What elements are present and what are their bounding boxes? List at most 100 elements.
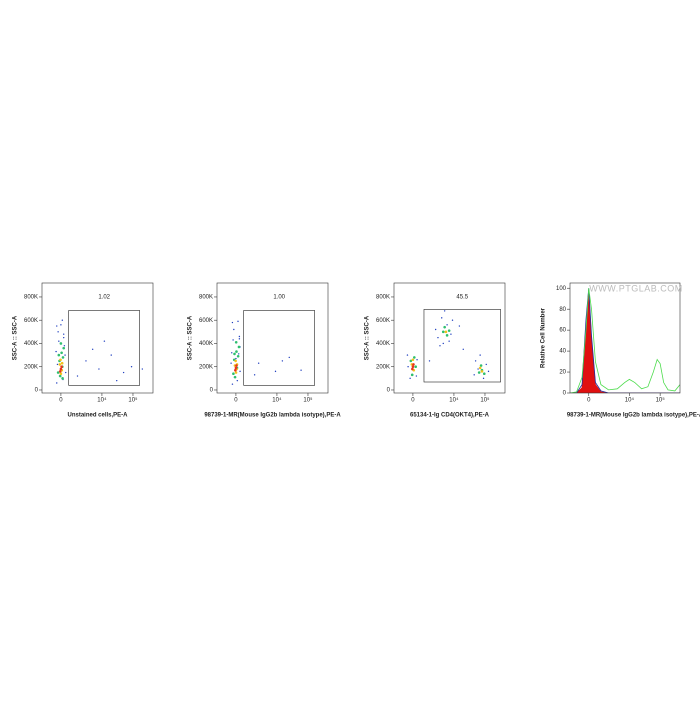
event-dot [231, 383, 234, 385]
event-dot [232, 339, 234, 341]
event-dot [63, 333, 65, 335]
event-dot [439, 345, 441, 347]
event-dot [447, 329, 451, 332]
event-dot [446, 324, 448, 326]
event-dot [274, 370, 277, 373]
event-dot [98, 368, 100, 370]
plot-frame [216, 282, 329, 394]
event-dot [76, 375, 79, 377]
y-tick-label: 200K [199, 364, 213, 370]
x-tick-label: 10⁴ [449, 397, 459, 404]
event-dot [56, 363, 59, 366]
event-dot [91, 348, 94, 350]
event-dot [409, 377, 411, 380]
y-axis-label: Relative Cell Number [541, 307, 547, 368]
event-dot [442, 342, 444, 345]
event-dot [60, 324, 62, 326]
event-dot [441, 330, 445, 334]
event-dot [130, 366, 133, 368]
y-axis-label: SSC-A :: SSC-A [188, 315, 194, 360]
event-dot [235, 364, 238, 367]
event-dot [232, 372, 235, 375]
event-dot [300, 369, 302, 371]
event-dot [413, 356, 416, 359]
y-tick-label: 600K [199, 318, 213, 324]
event-dot [411, 365, 415, 369]
event-dot [443, 310, 446, 312]
x-axis-label: Unstained cells,PE-A [67, 413, 128, 419]
event-dot [415, 375, 418, 377]
event-dot [434, 328, 437, 331]
event-dot [462, 348, 464, 350]
histogram-line [570, 288, 680, 393]
event-dot [482, 372, 486, 375]
histogram-area [570, 290, 680, 393]
plot-area [55, 319, 144, 384]
event-dot [443, 325, 446, 329]
event-dot [450, 333, 452, 335]
event-dot [239, 370, 241, 373]
event-dot [410, 373, 414, 377]
plot-frame [393, 282, 506, 394]
y-tick-label: 800K [376, 295, 390, 301]
event-dot [236, 379, 239, 382]
event-dot [428, 360, 431, 362]
event-dot [238, 353, 240, 355]
event-dot [458, 325, 461, 327]
event-dot [234, 368, 237, 372]
y-tick-label: 0 [210, 388, 214, 394]
event-dot [55, 350, 57, 353]
gate-label: 45.5 [456, 295, 468, 301]
event-dot [281, 360, 284, 362]
event-dot [231, 352, 233, 354]
event-dot [478, 366, 482, 370]
y-axis-label: SSC-A :: SSC-A [365, 315, 371, 360]
x-axis-label: 65134-1-Ig CD4(OKT4),PE-A [410, 413, 490, 419]
event-dot [406, 354, 409, 356]
x-tick-label: 10⁴ [625, 397, 635, 404]
y-tick-label: 60 [559, 328, 566, 334]
x-tick-label: 0 [411, 398, 415, 404]
event-dot [59, 372, 63, 375]
event-dot [233, 352, 236, 356]
event-dot [477, 371, 481, 374]
y-tick-label: 200K [376, 364, 390, 370]
plot-area [406, 310, 490, 380]
x-tick-label: 0 [59, 398, 63, 404]
event-dot [58, 340, 60, 342]
event-dot [61, 377, 64, 380]
x-tick-label: 10⁵ [303, 397, 313, 404]
event-dot [437, 336, 439, 339]
event-dot [60, 351, 63, 355]
event-dot [58, 363, 62, 366]
y-tick-label: 200K [24, 364, 38, 370]
event-dot [473, 374, 475, 376]
event-dot [474, 360, 477, 362]
event-dot [235, 357, 237, 360]
event-dot [445, 334, 449, 337]
y-tick-label: 600K [376, 318, 390, 324]
event-dot [411, 367, 414, 371]
watermark: WWW.PTGLAB.COM [589, 283, 683, 293]
event-dot [110, 354, 112, 356]
event-dot [411, 358, 415, 362]
event-dot [61, 319, 64, 321]
event-dot [416, 359, 418, 361]
event-dot [482, 377, 485, 380]
y-tick-label: 600K [24, 318, 38, 324]
event-dot [451, 319, 454, 321]
event-dot [412, 363, 415, 366]
event-dot [103, 340, 106, 342]
event-dot [58, 370, 62, 373]
gate-label: 1.00 [273, 295, 285, 301]
event-dot [444, 330, 448, 334]
event-dot [65, 371, 67, 374]
gate-label: 1.02 [98, 295, 110, 301]
plot-area [570, 288, 680, 393]
event-dot [64, 354, 66, 356]
x-tick-label: 10⁴ [97, 397, 107, 404]
x-axis-label: 98739-1-MR(Mouse IgG2b lambda isotype),P… [204, 413, 341, 419]
y-tick-label: 0 [35, 388, 39, 394]
x-tick-label: 0 [587, 398, 591, 404]
event-dot [116, 379, 118, 382]
